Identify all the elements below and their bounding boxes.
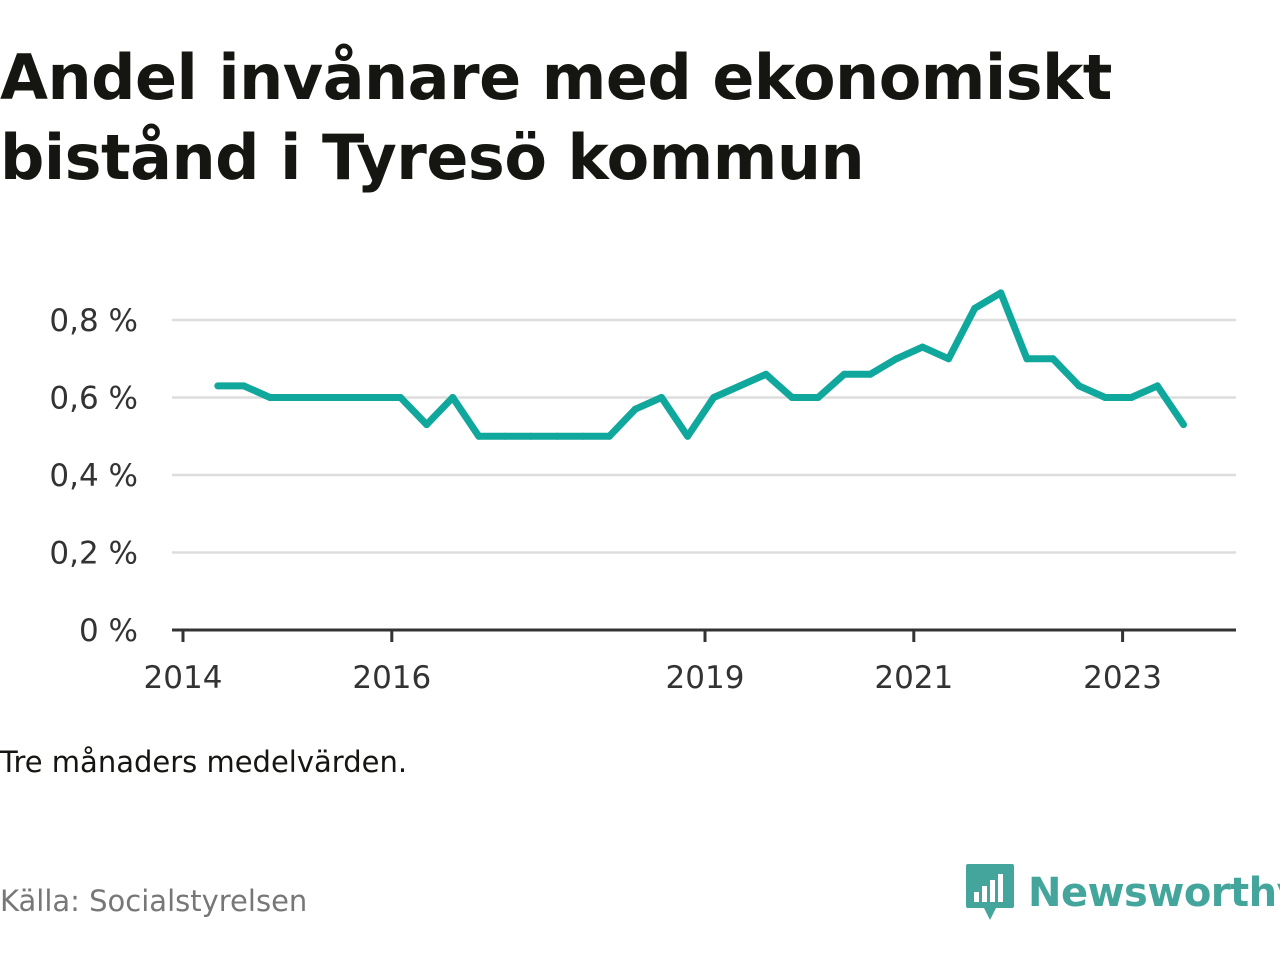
data-point [579, 432, 587, 440]
data-point [710, 394, 718, 401]
x-tick-label: 2014 [144, 660, 223, 696]
x-tick-label: 2016 [352, 660, 431, 696]
data-point [1127, 394, 1135, 401]
y-tick-label: 0,4 % [49, 458, 138, 494]
data-point [788, 394, 796, 401]
series-line [217, 289, 1187, 440]
chart-note: Tre månaders medelvärden. [0, 745, 408, 779]
data-point [475, 432, 483, 440]
data-point [866, 370, 874, 378]
data-point [605, 432, 613, 440]
data-point [240, 382, 248, 390]
data-point [997, 289, 1005, 297]
newsworthy-logo-icon [966, 864, 1014, 920]
brand-logo: Newsworthy [964, 862, 1280, 924]
data-point [814, 394, 822, 401]
data-point [919, 343, 926, 351]
x-tick-label: 2023 [1083, 660, 1162, 696]
chart-title: Andel invånare med ekonomiskt bistånd i … [0, 41, 1112, 194]
data-point [214, 382, 222, 390]
brand-name: Newsworthy [1028, 870, 1280, 916]
data-point [1180, 421, 1187, 429]
data-point [527, 432, 535, 440]
line-chart: 0 % 0,2 % 0,4 % 0,6 % 0,8 % 2014 2016 2019 2021… [49, 289, 1236, 696]
data-point [1101, 394, 1109, 401]
data-point [344, 394, 352, 401]
data-point [292, 394, 300, 401]
data-point [1023, 355, 1031, 363]
y-tick-label: 0 % [79, 613, 138, 649]
data-point [736, 382, 744, 390]
x-tick-label: 2019 [666, 660, 745, 696]
data-point [945, 355, 953, 363]
data-point [501, 432, 509, 440]
x-axis: 2014 2016 2019 2021 2023 [144, 628, 1236, 696]
data-point [1049, 355, 1057, 363]
data-point [266, 394, 274, 401]
data-point [553, 432, 561, 440]
grid-lines [172, 318, 1236, 554]
source-label: Källa: Socialstyrelsen [0, 884, 308, 918]
y-tick-label: 0,8 % [49, 303, 138, 339]
y-tick-label: 0,6 % [49, 381, 138, 417]
data-point [971, 304, 979, 312]
data-point [684, 432, 692, 440]
data-point [1153, 382, 1161, 390]
data-point [370, 394, 378, 401]
data-point [1075, 382, 1083, 390]
data-point [397, 394, 404, 401]
y-tick-label: 0,2 % [49, 536, 138, 572]
data-point [658, 394, 665, 401]
data-point [423, 421, 431, 429]
data-point [318, 394, 326, 401]
data-point [840, 370, 848, 378]
data-point [631, 405, 639, 413]
data-point [762, 370, 770, 378]
x-tick-label: 2021 [874, 660, 953, 696]
y-axis: 0 % 0,2 % 0,4 % 0,6 % 0,8 % [49, 303, 138, 649]
data-point [892, 355, 900, 363]
data-point [449, 394, 457, 401]
series-group [214, 289, 1187, 440]
